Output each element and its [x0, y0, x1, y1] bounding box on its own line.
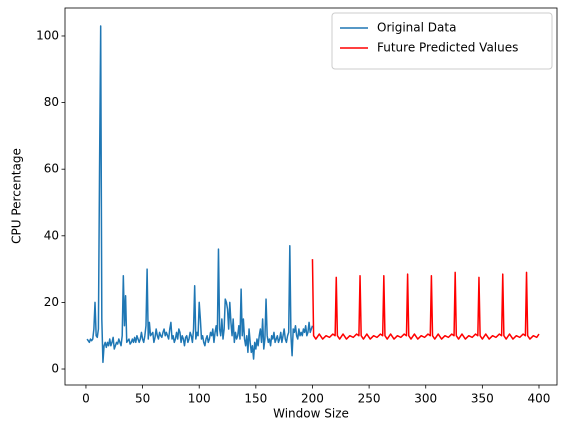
- x-tick-label: 200: [301, 392, 324, 406]
- x-tick-label: 350: [471, 392, 494, 406]
- data-line: [86, 25, 314, 364]
- x-tick-label: 50: [135, 392, 150, 406]
- x-axis-label: Window Size: [273, 407, 349, 421]
- y-tick-label: 80: [44, 95, 59, 109]
- y-axis-label: CPU Percentage: [10, 148, 24, 244]
- y-tick-label: 100: [36, 28, 59, 42]
- y-tick-label: 0: [51, 362, 59, 376]
- x-tick-label: 300: [414, 392, 437, 406]
- x-tick-label: 250: [358, 392, 381, 406]
- y-tick-label: 40: [44, 228, 59, 242]
- plot-frame: [64, 7, 558, 386]
- legend-box: [331, 12, 553, 70]
- x-tick-label: 100: [188, 392, 211, 406]
- x-tick-label: 0: [82, 392, 90, 406]
- x-tick-label: 400: [528, 392, 551, 406]
- data-line: [311, 259, 540, 340]
- legend-label: Original Data: [377, 21, 456, 35]
- x-tick-label: 150: [244, 392, 267, 406]
- y-tick-label: 60: [44, 162, 59, 176]
- y-tick-label: 20: [44, 295, 59, 309]
- legend-label: Future Predicted Values: [377, 41, 518, 55]
